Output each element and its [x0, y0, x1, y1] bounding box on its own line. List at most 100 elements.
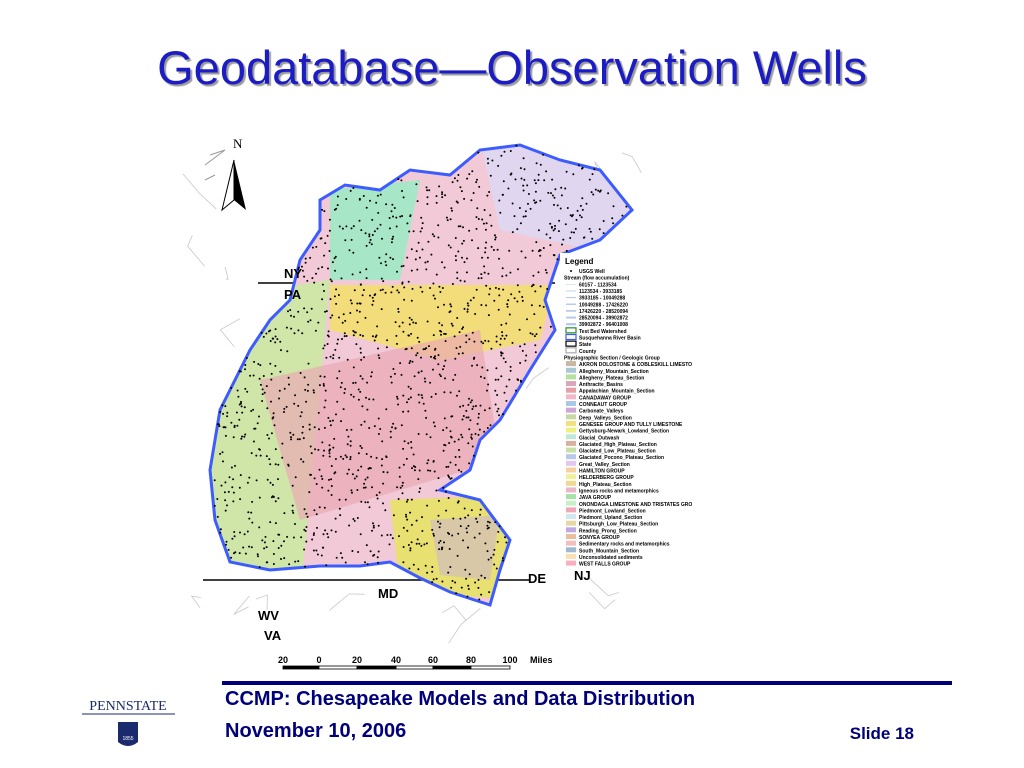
- well: [502, 413, 504, 416]
- well: [487, 162, 490, 165]
- well: [263, 541, 266, 544]
- well: [258, 566, 261, 569]
- well: [460, 586, 463, 589]
- well: [487, 526, 490, 529]
- legend-label: Test Bed Watershed: [579, 329, 627, 335]
- well: [468, 397, 470, 400]
- legend-label: Susquehanna River Basin: [579, 336, 641, 342]
- well: [414, 322, 417, 325]
- well: [261, 388, 264, 391]
- legend-item: Anthracite_Basins: [566, 381, 623, 388]
- well: [360, 358, 363, 361]
- well: [429, 381, 432, 384]
- well: [421, 396, 424, 399]
- well: [402, 330, 405, 333]
- well: [326, 234, 329, 237]
- well: [434, 297, 436, 300]
- well: [352, 334, 355, 337]
- well: [410, 248, 413, 251]
- well: [461, 352, 464, 355]
- well: [417, 241, 420, 244]
- well: [545, 271, 548, 274]
- well: [447, 571, 450, 574]
- well: [399, 486, 402, 489]
- well: [581, 208, 584, 211]
- well: [340, 420, 342, 423]
- well: [379, 193, 382, 196]
- well: [280, 544, 283, 547]
- well: [529, 207, 532, 210]
- well: [318, 428, 320, 431]
- well: [485, 304, 488, 307]
- well: [330, 494, 333, 496]
- well: [424, 380, 427, 383]
- legend-label: 39902872 - 96401008: [579, 322, 628, 328]
- well: [358, 219, 361, 222]
- well: [393, 372, 396, 375]
- well: [313, 477, 316, 480]
- well: [442, 368, 444, 371]
- well: [520, 250, 523, 253]
- well: [304, 257, 307, 260]
- well: [497, 164, 500, 167]
- well: [317, 321, 320, 324]
- well: [361, 334, 364, 337]
- well: [535, 333, 538, 336]
- well: [533, 179, 536, 182]
- well: [350, 238, 353, 241]
- well: [466, 531, 469, 534]
- well: [495, 335, 498, 338]
- well: [338, 498, 341, 501]
- well: [409, 396, 412, 399]
- well: [216, 515, 219, 518]
- well: [283, 387, 286, 390]
- well: [366, 408, 369, 411]
- legend-swatch: [566, 414, 576, 420]
- well: [525, 354, 528, 357]
- well: [294, 394, 297, 397]
- well: [349, 458, 352, 461]
- well: [478, 185, 481, 188]
- well: [338, 356, 341, 359]
- well: [272, 496, 275, 498]
- well: [270, 496, 273, 499]
- legend-item: SONYEA GROUP: [566, 534, 620, 541]
- well: [454, 255, 457, 257]
- well: [274, 328, 277, 331]
- well: [488, 191, 491, 193]
- well: [522, 215, 525, 218]
- well: [611, 217, 614, 220]
- well: [492, 553, 495, 556]
- legend-swatch: [566, 527, 576, 533]
- well: [410, 541, 413, 544]
- well: [327, 536, 330, 539]
- well: [409, 360, 412, 362]
- well: [432, 294, 435, 297]
- well: [307, 383, 310, 386]
- well: [455, 200, 458, 203]
- well: [301, 332, 304, 335]
- well: [314, 448, 316, 451]
- well: [477, 586, 480, 589]
- well: [494, 286, 497, 289]
- well: [413, 469, 416, 472]
- well: [476, 364, 479, 367]
- well: [459, 345, 462, 348]
- well: [465, 334, 468, 337]
- well: [581, 197, 584, 200]
- well: [250, 546, 253, 549]
- well: [327, 489, 330, 492]
- well: [290, 436, 292, 439]
- well: [406, 222, 409, 225]
- well: [550, 192, 552, 195]
- well: [368, 398, 371, 401]
- well: [349, 440, 352, 443]
- well: [543, 179, 546, 182]
- well: [324, 529, 327, 532]
- well: [246, 481, 249, 484]
- well: [451, 209, 453, 212]
- well: [252, 374, 255, 377]
- well: [495, 340, 498, 343]
